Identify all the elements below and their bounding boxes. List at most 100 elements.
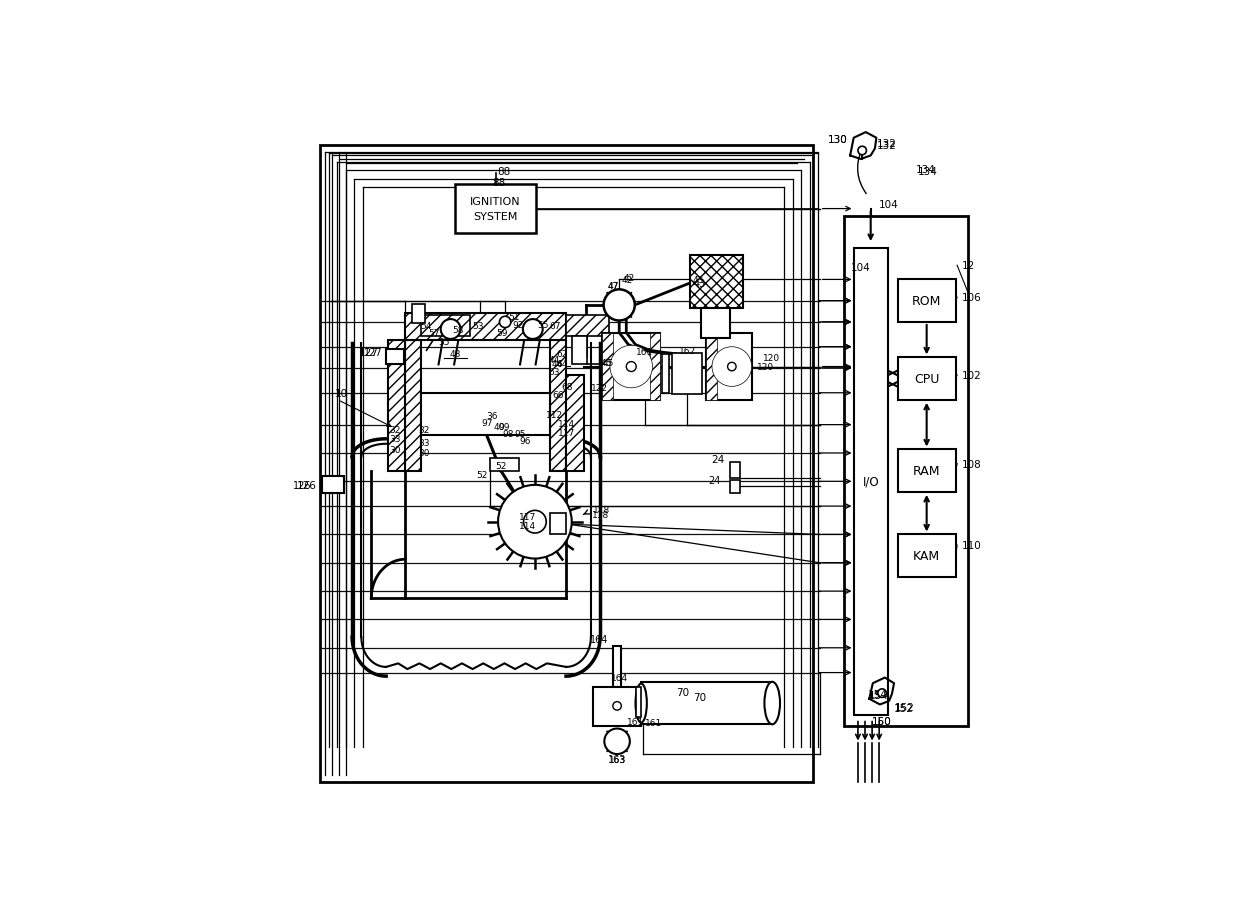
- Circle shape: [604, 729, 630, 754]
- Bar: [898, 280, 956, 323]
- Text: KAM: KAM: [913, 550, 940, 562]
- Bar: [405, 340, 420, 471]
- Text: 43: 43: [692, 276, 703, 285]
- Text: 68: 68: [562, 382, 573, 391]
- Text: 130: 130: [827, 135, 847, 145]
- Text: 150: 150: [872, 716, 892, 726]
- Ellipse shape: [764, 682, 780, 724]
- Text: 98: 98: [502, 429, 513, 438]
- Text: 51: 51: [508, 312, 520, 322]
- Text: 62: 62: [556, 350, 568, 359]
- Bar: [405, 313, 567, 340]
- Text: 110: 110: [961, 540, 981, 550]
- Text: 120: 120: [763, 354, 780, 362]
- Bar: [898, 358, 956, 401]
- Text: 70: 70: [693, 693, 706, 703]
- Bar: [729, 481, 739, 494]
- Text: 104: 104: [851, 263, 870, 272]
- Circle shape: [626, 362, 636, 372]
- Bar: [603, 334, 660, 401]
- Text: 164: 164: [590, 634, 609, 644]
- Text: 161: 161: [636, 347, 653, 357]
- Circle shape: [878, 689, 887, 698]
- Text: 10: 10: [335, 389, 348, 398]
- Bar: [707, 334, 717, 401]
- Bar: [593, 687, 641, 726]
- Text: 44: 44: [552, 359, 563, 369]
- Circle shape: [523, 320, 543, 339]
- Text: 45: 45: [603, 358, 614, 368]
- Bar: [702, 309, 729, 338]
- Circle shape: [440, 320, 460, 339]
- Bar: [689, 255, 743, 309]
- Text: 118: 118: [593, 505, 610, 515]
- Circle shape: [500, 317, 511, 328]
- Text: 99: 99: [498, 422, 510, 431]
- Text: 126: 126: [296, 481, 316, 491]
- Text: 44: 44: [548, 356, 559, 365]
- Text: 33: 33: [419, 438, 430, 448]
- Text: 132: 132: [877, 141, 897, 151]
- Text: 134: 134: [916, 165, 936, 175]
- Bar: [420, 315, 470, 336]
- Text: 163: 163: [608, 754, 626, 765]
- Text: 96: 96: [520, 437, 531, 445]
- Text: 122: 122: [591, 383, 608, 392]
- Text: 108: 108: [961, 460, 981, 469]
- Text: CPU: CPU: [914, 373, 940, 386]
- Text: 114: 114: [558, 420, 574, 429]
- Bar: [641, 682, 773, 724]
- Bar: [635, 687, 641, 718]
- Bar: [455, 185, 537, 234]
- Text: ROM: ROM: [911, 295, 941, 308]
- Text: 58: 58: [451, 326, 464, 335]
- Text: 150: 150: [872, 716, 892, 726]
- Bar: [844, 216, 968, 726]
- Text: 117: 117: [520, 512, 537, 521]
- Text: 32: 32: [419, 425, 430, 435]
- Bar: [420, 393, 551, 436]
- Bar: [388, 340, 405, 471]
- Text: 67: 67: [549, 322, 560, 331]
- Text: 33: 33: [389, 435, 401, 444]
- Text: IGNITION: IGNITION: [470, 198, 521, 208]
- Text: 40: 40: [494, 422, 505, 431]
- Text: 132: 132: [877, 140, 897, 149]
- Text: 104: 104: [878, 199, 898, 210]
- Text: 30: 30: [389, 446, 401, 454]
- Text: 162: 162: [678, 346, 696, 356]
- Bar: [551, 514, 567, 535]
- Text: 92: 92: [512, 320, 523, 329]
- Bar: [386, 349, 404, 365]
- Text: 32: 32: [389, 425, 401, 435]
- Text: 42: 42: [624, 274, 635, 283]
- Bar: [662, 355, 668, 393]
- Text: 161: 161: [627, 717, 644, 726]
- Text: 164: 164: [611, 674, 629, 682]
- Text: 152: 152: [893, 703, 913, 713]
- Text: RAM: RAM: [913, 465, 940, 478]
- Bar: [650, 334, 660, 401]
- Circle shape: [498, 485, 572, 559]
- Text: 54: 54: [420, 322, 432, 331]
- Text: 97: 97: [481, 418, 492, 427]
- Text: 24: 24: [708, 475, 720, 485]
- Circle shape: [610, 346, 652, 389]
- Text: 64: 64: [556, 360, 568, 369]
- Text: 130: 130: [827, 135, 847, 145]
- Text: 152: 152: [895, 702, 915, 712]
- Text: 30: 30: [419, 449, 430, 458]
- Text: 52: 52: [476, 471, 489, 479]
- Bar: [898, 535, 956, 577]
- Text: 117: 117: [558, 428, 575, 437]
- Bar: [729, 462, 739, 478]
- Bar: [322, 476, 343, 494]
- Text: 57: 57: [428, 329, 439, 337]
- Text: 163: 163: [609, 754, 626, 764]
- Circle shape: [523, 511, 547, 533]
- Text: 126: 126: [294, 481, 311, 491]
- Bar: [572, 336, 588, 365]
- Circle shape: [728, 363, 737, 371]
- Text: 114: 114: [520, 521, 537, 530]
- Bar: [853, 248, 888, 715]
